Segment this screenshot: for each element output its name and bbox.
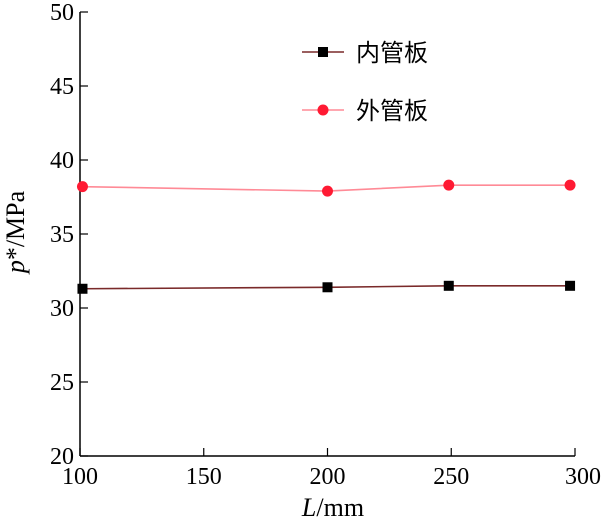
y-axis-label-unit: */MPa: [1, 190, 30, 260]
x-tick-label: 150: [186, 464, 222, 490]
y-tick-label: 25: [50, 370, 74, 396]
y-axis-label-symbol: p: [1, 260, 30, 275]
series-1-point: [565, 280, 576, 291]
x-axis-label-symbol: L: [301, 493, 316, 520]
y-tick-label: 30: [50, 296, 74, 322]
x-axis-label-unit: /mm: [316, 493, 364, 520]
series-2-point: [443, 179, 455, 191]
series-1-point: [443, 280, 454, 291]
legend-label-2: 外管板: [356, 97, 428, 125]
series-2-point: [564, 179, 576, 191]
series-2-point: [76, 181, 88, 193]
x-tick-label: 200: [310, 464, 346, 490]
series-line-2: [82, 184, 571, 192]
y-axis-label: p*/MPa: [1, 190, 30, 275]
y-tick-label: 50: [50, 0, 74, 26]
y-tick-label: 40: [50, 148, 74, 174]
axes: 20 25 30 35 40 45 50 100 150 200 250 300: [50, 0, 601, 490]
x-axis-label: L/mm: [301, 493, 364, 520]
series-1-point: [322, 282, 333, 293]
x-tick-label: 250: [433, 464, 469, 490]
series-2-point: [322, 185, 333, 197]
x-tick-label: 100: [62, 464, 98, 490]
y-tick-label: 20: [50, 444, 74, 470]
series-1-point: [77, 283, 88, 294]
y-tick-label: 45: [50, 74, 74, 100]
legend-swatch-marker-2: [317, 104, 329, 116]
series-line-1: [82, 284, 571, 290]
y-tick-label: 35: [50, 222, 74, 248]
x-tick-label: 300: [565, 464, 601, 490]
series-layer: [76, 179, 576, 294]
legend-label-1: 内管板: [356, 39, 428, 67]
legend-swatch-marker-1: [318, 47, 328, 57]
